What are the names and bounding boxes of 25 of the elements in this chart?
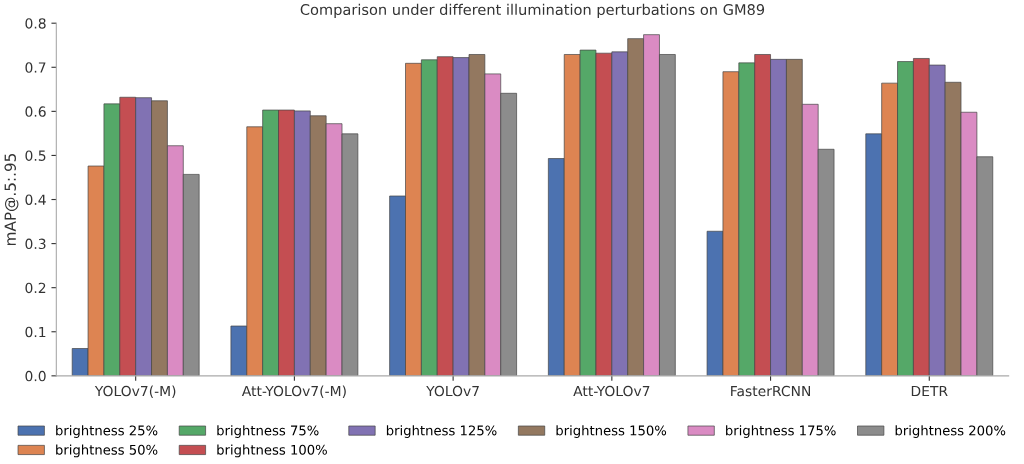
chart-title: Comparison under different illumination perturbations on GM89 bbox=[300, 3, 765, 18]
y-tick-label: 0.5 bbox=[25, 150, 46, 161]
legend-label: brightness 175% bbox=[726, 425, 836, 438]
x-tick-label: YOLOv7(-M) bbox=[94, 385, 176, 398]
y-tick-label: 0.6 bbox=[25, 106, 46, 117]
legend-label: brightness 125% bbox=[386, 425, 497, 438]
y-tick-label: 0.3 bbox=[25, 238, 46, 250]
x-tick-label: Att-YOLOv7(-M) bbox=[241, 385, 346, 398]
y-tick-label: 0.4 bbox=[25, 194, 46, 205]
y-tick-label: 0.2 bbox=[25, 282, 46, 294]
x-tick-label: YOLOv7 bbox=[426, 385, 479, 397]
x-tick-label: FasterRCNN bbox=[731, 385, 810, 397]
x-tick-label: Att-YOLOv7 bbox=[573, 385, 650, 397]
y-tick-label: 0.1 bbox=[25, 326, 46, 338]
legend-label: brightness 25% bbox=[56, 425, 158, 438]
y-tick-label: 0.8 bbox=[25, 18, 46, 29]
x-tick-label: DETR bbox=[911, 385, 948, 397]
legend-label: brightness 100% bbox=[217, 444, 327, 458]
legend-label: brightness 200% bbox=[895, 425, 1006, 438]
legend-label: brightness 75% bbox=[217, 425, 319, 438]
y-tick-label: 0.7 bbox=[25, 62, 46, 73]
legend-label: brightness 150% bbox=[556, 425, 667, 438]
y-axis-title: mAP@.5:.95 bbox=[4, 153, 19, 246]
y-tick-label: 0.0 bbox=[25, 370, 46, 382]
legend-label: brightness 50% bbox=[56, 444, 158, 458]
